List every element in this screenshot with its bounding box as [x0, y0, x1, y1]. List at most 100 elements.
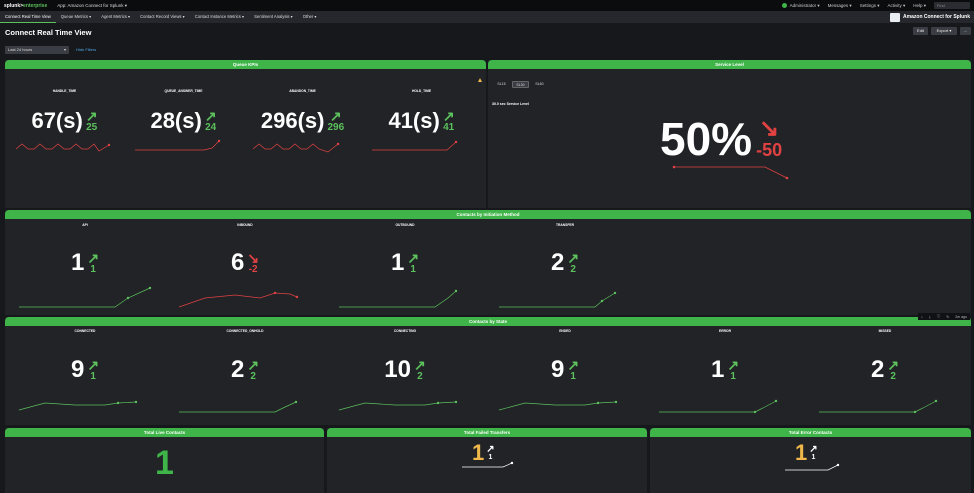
kpi-trend: ↗ 41	[443, 109, 455, 133]
kpi-ended: ENDED 9 ↗ 1	[485, 326, 645, 416]
sparkline-point	[148, 286, 152, 290]
refresh-icon[interactable]: ↻	[946, 314, 950, 319]
messages-menu[interactable]: Messages ▾	[827, 2, 852, 8]
kpi-connected: CONNECTED 9 ↗ 1	[5, 326, 165, 416]
initiation-panel: Contacts by Initiation Method	[5, 210, 971, 315]
hide-filters-link[interactable]: Hide Filters	[76, 47, 97, 52]
sparkline-point	[454, 400, 458, 404]
app-brand: Amazon Connect for Splunk	[890, 12, 970, 22]
kpi-value-group: 41(s) ↗ 41	[362, 108, 481, 134]
kpi-value-group: 28(s) ↗ 24	[124, 108, 243, 134]
arrow-down-right-icon: ↘	[247, 249, 260, 266]
kpi-trend: ↗ 2	[567, 251, 579, 275]
kpi-value: 1	[710, 356, 725, 383]
sparkline-point	[613, 291, 617, 295]
sparkline-point	[774, 399, 778, 403]
time-range-label: Last 24 hours	[8, 47, 33, 52]
sparkline-point	[273, 291, 277, 295]
kpi-value-group: 1 ↗ 1	[645, 356, 805, 384]
edit-button[interactable]: Edit	[913, 27, 928, 35]
sparkline-path	[252, 143, 339, 153]
arrow-up-right-icon: ↗	[887, 356, 900, 373]
splunk-logo[interactable]: splunk>enterprise	[4, 2, 48, 9]
sparkline-path	[499, 292, 616, 308]
warning-icon[interactable]	[478, 78, 482, 82]
tab-sl30[interactable]: SL30	[512, 81, 529, 88]
more-button[interactable]: ...	[960, 27, 971, 35]
help-menu[interactable]: Help ▾	[913, 2, 926, 8]
kpi-label: API	[82, 223, 88, 227]
arrow-up-right-icon: ↗	[85, 107, 98, 124]
user-menu-label: Administrator ▾	[789, 2, 820, 8]
tab-contact-instance-metrics[interactable]: Contact Instance Metrics ▾	[194, 14, 245, 19]
tab-queue-metrics[interactable]: Queue Metrics ▾	[60, 14, 92, 19]
tab-sl15[interactable]: SL15	[497, 82, 506, 86]
search-icon[interactable]: ⌕	[921, 314, 923, 319]
kpi-delta: 2	[890, 370, 896, 382]
tab-other[interactable]: Other ▾	[302, 14, 317, 19]
activity-menu[interactable]: Activity ▾	[887, 2, 906, 8]
kpi-sparkline	[659, 399, 778, 414]
kpi-trend: ↗ 1	[407, 251, 419, 275]
kpi-label: OUTBOUND	[395, 223, 415, 227]
settings-menu[interactable]: Settings ▾	[859, 2, 880, 8]
app-menu[interactable]: App: Amazon Connect for Splunk ▾	[57, 2, 128, 8]
tab-contact-record-views[interactable]: Contact Record Views ▾	[140, 14, 185, 19]
tab-connect-real-time-view[interactable]: Connect Real Time View	[0, 11, 56, 23]
time-range-picker[interactable]: Last 24 hours ▾	[5, 46, 69, 54]
kpi-label: CONNECTED_ONHOLD	[226, 329, 264, 333]
sparkline-path	[372, 141, 457, 151]
total-live-contacts-panel: Total Live Contacts 1	[5, 428, 324, 493]
sparkline-path	[339, 290, 457, 308]
sparkline-point	[454, 289, 458, 293]
app-brand-icon	[890, 12, 901, 22]
tab-sl60[interactable]: SL60	[535, 82, 544, 86]
kpi-delta: 25	[86, 121, 98, 133]
kpi-label: CONNECTED	[74, 329, 96, 333]
tab-sentiment-analysis[interactable]: Sentiment Analysis ▾	[254, 14, 293, 19]
user-menu[interactable]: Administrator ▾	[781, 2, 820, 9]
kpi-sparkline	[819, 399, 938, 414]
find-input[interactable]: Find	[934, 2, 970, 9]
kpi-sparkline	[135, 139, 221, 151]
service-level-subtitle: 30.0 sec Service Level	[492, 102, 529, 106]
kpi-abandon-time: ABANDON_TIME 296(s) ↗ 296	[243, 70, 362, 160]
kpi-value-group: 1 ↗ 1	[325, 249, 485, 277]
kpi-delta: 41	[443, 121, 455, 133]
sparkline-point	[913, 410, 917, 414]
kpi-sparkline	[179, 400, 298, 413]
kpi-sparkline	[18, 400, 138, 411]
queue-kpis-panel: Queue KPIs	[5, 60, 486, 208]
sparkline-point	[336, 142, 340, 146]
info-icon[interactable]: ⓘ	[936, 314, 941, 318]
export-button[interactable]: Export ▾	[931, 27, 957, 35]
kpi-value-group: 2 ↗ 2	[805, 356, 965, 384]
kpi-value: 28(s)	[150, 108, 202, 133]
kpi-trend: ↗ 296	[327, 109, 344, 133]
failed-transfers-trend: ↗ 1	[486, 445, 494, 462]
top-bar: splunk>enterprise App: Amazon Connect fo…	[0, 0, 974, 11]
tab-agent-metrics[interactable]: Agent Metrics ▾	[101, 14, 131, 19]
kpi-value: 10	[384, 356, 411, 383]
kpi-delta: 1	[730, 370, 736, 382]
kpi-value-group: 6 ↘ -2	[165, 249, 325, 277]
sparkline-point	[126, 296, 130, 300]
arrow-up-right-icon: ↗	[727, 356, 740, 373]
kpi-label: ERROR	[719, 329, 731, 333]
sparkline-point	[107, 143, 111, 147]
kpi-value-group: 2 ↗ 2	[485, 249, 645, 277]
panel-title: Total Failed Transfers	[327, 428, 647, 437]
kpi-error: ERROR 1 ↗ 1	[645, 326, 805, 416]
arrow-up-right-icon: ↗	[567, 356, 580, 373]
arrow-up-right-icon: ↗	[247, 356, 260, 373]
kpi-missed: MISSED 2 ↗ 2	[805, 326, 965, 416]
sparkline-point	[454, 140, 458, 144]
kpi-sparkline	[498, 400, 618, 411]
sparkline-point	[753, 410, 757, 414]
kpi-trend: ↗ 1	[727, 356, 740, 382]
kpi-delta: 1	[410, 263, 416, 275]
download-icon[interactable]: ⤓	[929, 314, 931, 319]
kpi-delta: 24	[205, 121, 217, 133]
sparkline-path	[659, 400, 777, 413]
kpi-handle-time: HANDLE_TIME 67(s) ↗ 25	[5, 70, 124, 160]
